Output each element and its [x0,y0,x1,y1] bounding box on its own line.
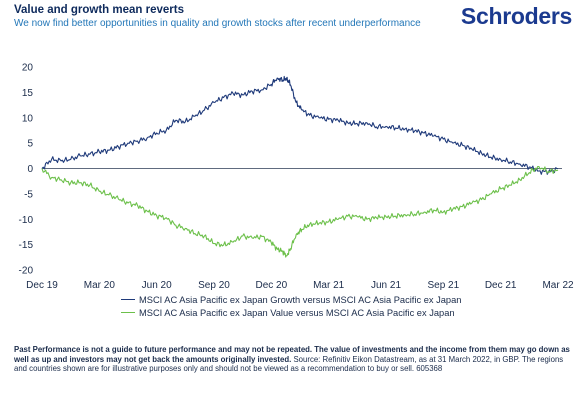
x-tick-label: Jun 20 [142,280,172,290]
y-tick-label: 0 [27,164,33,175]
schroders-logo: Schroders [460,3,572,29]
x-axis: Dec 19 Mar 20 Jun 20 Sep 20 Dec 20 Mar 21 Jun … [26,168,574,290]
y-axis: 20 15 10 5 0 -5 -10 -15 -20 [19,63,34,277]
series-layer [41,75,559,258]
x-tick-label: Dec 20 [255,280,287,290]
legend-label-value: MSCI AC Asia Pacific ex Japan Value vers… [139,307,455,318]
footnote-source: Source: Refinitiv Eikon Datastream, as a… [14,354,564,374]
y-tick-label: -20 [19,266,34,277]
chart-title: Value and growth mean reverts [14,4,185,16]
x-tick-label: Sep 20 [198,280,230,290]
chart-subtitle: We now find better opportunities in qual… [14,18,421,29]
x-tick-label: Dec 21 [485,280,517,290]
chart-legend: MSCI AC Asia Pacific ex Japan Growth ver… [121,293,461,319]
legend-label-growth: MSCI AC Asia Pacific ex Japan Growth ver… [139,294,462,305]
y-tick-label: -10 [19,215,34,226]
y-tick-label: 10 [22,113,34,124]
x-tick-label: Jun 21 [371,280,401,290]
legend-swatch-growth [121,298,135,301]
series-line-value [41,165,559,258]
footnote: Past Performance is not a guide to futur… [14,345,574,374]
y-tick-label: -5 [24,189,33,200]
x-tick-label: Mar 20 [84,280,116,290]
y-tick-label: 20 [22,63,34,74]
legend-swatch-value [121,311,135,314]
x-tick-label: Mar 22 [542,280,574,290]
y-tick-label: 15 [22,88,34,99]
x-tick-label: Sep 21 [427,280,459,290]
line-chart: 20 15 10 5 0 -5 -10 -15 -20 Dec 19 Mar 20 Jun 20 Se… [19,63,574,291]
legend-item-growth: MSCI AC Asia Pacific ex Japan Growth ver… [121,293,461,306]
legend-item-value: MSCI AC Asia Pacific ex Japan Value vers… [121,306,461,319]
footnote-disclaimer: Past Performance is not a guide to futur… [14,345,570,364]
series-line-growth [41,75,559,175]
y-tick-label: 5 [27,139,33,150]
x-tick-label: Mar 21 [313,280,345,290]
x-tick-label: Dec 19 [26,280,58,290]
y-tick-label: -15 [19,240,34,251]
